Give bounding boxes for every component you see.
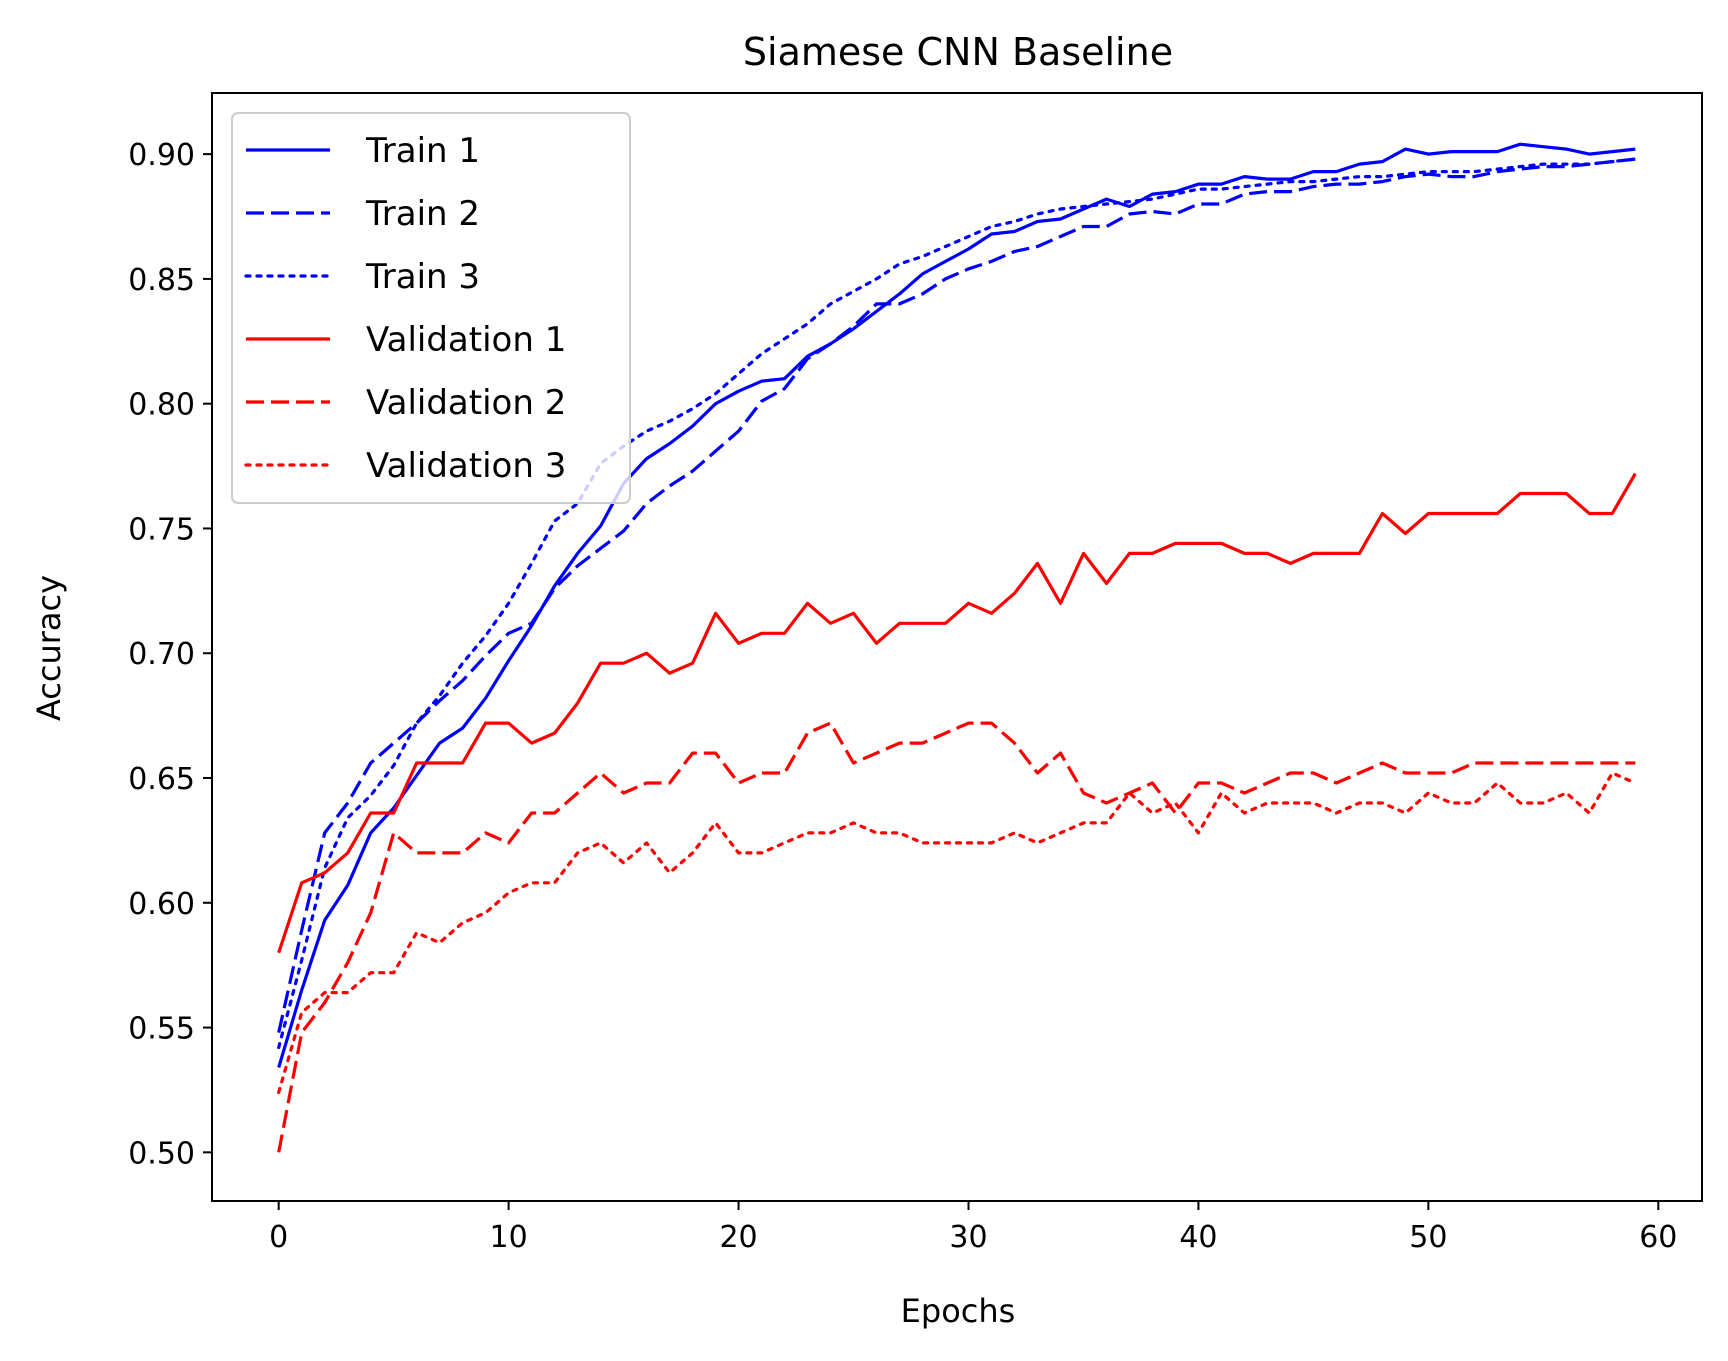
x-tick-label: 0 <box>269 1220 288 1255</box>
x-tick-label: 20 <box>719 1220 757 1255</box>
series-line-train-2 <box>277 157 1636 1033</box>
y-tick-label: 0.65 <box>128 762 195 797</box>
series-line-train-1 <box>277 142 1636 1068</box>
y-tick-label: 0.50 <box>128 1136 195 1171</box>
y-tick-label: 0.80 <box>128 388 195 423</box>
x-tick-label: 50 <box>1409 1220 1447 1255</box>
chart-title: Siamese CNN Baseline <box>743 30 1173 74</box>
legend-box <box>231 112 631 504</box>
y-tick-label: 0.55 <box>128 1012 195 1047</box>
series-line-validation-2 <box>277 721 1636 1153</box>
legend-label: Validation 2 <box>366 383 566 423</box>
y-tick-label: 0.75 <box>128 512 195 547</box>
x-tick-label: 10 <box>490 1220 528 1255</box>
x-tick-label: 60 <box>1639 1220 1677 1255</box>
plot-frame <box>211 92 1703 1202</box>
series-line-train-3 <box>277 157 1637 1050</box>
series-line-validation-3 <box>277 771 1637 1095</box>
y-tick-label: 0.85 <box>128 263 195 298</box>
x-tick-label: 30 <box>949 1220 987 1255</box>
y-tick-label: 0.60 <box>128 887 195 922</box>
x-axis-label: Epochs <box>901 1292 1016 1330</box>
legend-label: Validation 3 <box>366 446 566 486</box>
legend-label: Validation 1 <box>366 320 566 360</box>
legend-label: Train 3 <box>365 257 480 297</box>
y-tick-label: 0.90 <box>128 138 195 173</box>
y-tick-label: 0.70 <box>128 637 195 672</box>
axes-layer: 0 10 20 30 40 50 60 0.50 0.55 0.60 0.65 0.70 0.75 0.8… <box>128 138 1677 1255</box>
x-tick-label: 40 <box>1179 1220 1217 1255</box>
legend: Train 1 Train 2 Train 3 Validation 1 Validat… <box>231 112 631 504</box>
legend-label: Train 1 <box>365 131 480 171</box>
series-layer <box>277 142 1637 1153</box>
y-axis-label: Accuracy <box>30 575 68 721</box>
legend-label: Train 2 <box>365 194 480 234</box>
series-line-validation-1 <box>277 472 1637 954</box>
